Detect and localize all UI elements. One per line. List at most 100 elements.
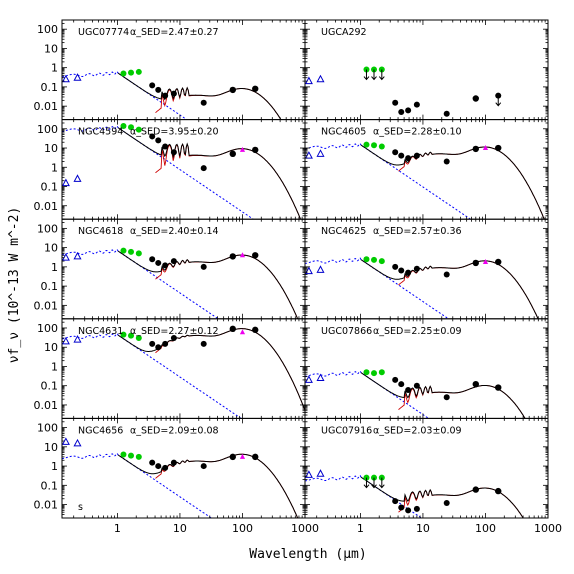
nir-point — [378, 143, 385, 150]
mir-point — [405, 386, 412, 393]
mir-point — [155, 463, 162, 470]
y-tick-label: 10 — [44, 341, 58, 354]
nir-point — [120, 451, 127, 458]
mir-point — [443, 271, 450, 278]
fir-point — [229, 453, 236, 461]
mir-point — [443, 394, 450, 401]
panel-ugca292: UGCA292 — [304, 19, 549, 121]
fir-point — [472, 95, 479, 102]
nir-point — [363, 256, 370, 263]
mir-point — [392, 376, 399, 383]
mir-point — [149, 133, 156, 140]
panel-galaxy-name: NGC4618 — [78, 226, 123, 237]
mir-point — [155, 259, 162, 266]
fir-point — [252, 85, 259, 92]
panel-alpha-sed: α_SED=2.28±0.10 — [373, 127, 462, 138]
y-tick-label: 10 — [44, 441, 58, 454]
mir-point — [155, 137, 162, 144]
nir-point — [120, 70, 127, 77]
nir-point — [128, 69, 135, 76]
galex-point — [73, 174, 82, 182]
fir-point — [229, 253, 236, 260]
stellar-model-curve — [305, 142, 472, 220]
panel-galaxy-name: NGC4625 — [321, 226, 366, 237]
stellar-model-curve — [62, 125, 255, 220]
mir-point — [162, 92, 169, 99]
panel-alpha-sed: α_SED=2.47±0.27 — [130, 27, 219, 38]
panel-ugc07916: UGC07916 α_SED=2.03±0.09 1 10 100 1000 — [304, 417, 562, 535]
mir-point — [149, 256, 156, 263]
panel-ugc07866: UGC07866 α_SED=2.25±0.09 — [304, 318, 549, 419]
nir-point — [120, 247, 127, 254]
mir-point — [398, 152, 405, 159]
fir-point — [495, 144, 502, 152]
nir-point — [135, 453, 142, 460]
nir-upper-limit-arrow — [371, 477, 377, 489]
fir-point — [229, 150, 236, 158]
panel-galaxy-name: UGCA292 — [321, 27, 367, 38]
panel-corner-label: s — [78, 502, 83, 513]
panel-alpha-sed: α_SED=2.27±0.12 — [130, 326, 219, 337]
pink-point — [239, 329, 246, 335]
y-tick-label: 0.01 — [34, 100, 59, 113]
stellar-model-curve — [62, 332, 242, 419]
galex-point — [73, 438, 82, 447]
y-tick-label: 0.01 — [34, 499, 59, 512]
x-axis-label: Wavelength (μm) — [249, 547, 366, 562]
nir-upper-limit-arrow — [371, 69, 377, 81]
fir-point — [472, 380, 479, 388]
nir-point — [135, 68, 142, 75]
panel-ngc4631: NGC4631 α_SED=2.27±0.12 100 10 1 0.1 0.01 — [34, 318, 306, 419]
fir-point — [229, 86, 236, 94]
panel-grid: UGC07774 α_SED=2.47±0.27 100 10 1 0.1 0.01 UGCA… — [34, 19, 562, 535]
fir-point — [495, 384, 502, 391]
y-tick-label: 0.1 — [41, 280, 59, 293]
mir-point — [443, 110, 450, 117]
panel-plot-area — [62, 325, 305, 419]
dust-model-curve — [155, 142, 301, 220]
nir-point — [363, 369, 370, 376]
x-tick-label: 100 — [475, 522, 496, 535]
mir-point — [398, 108, 405, 115]
mir-point — [413, 505, 420, 512]
x-tick-label: 1 — [114, 522, 121, 535]
fir-point — [472, 259, 479, 267]
mir-point — [405, 269, 412, 276]
mir-point — [149, 459, 156, 466]
galex-point — [316, 149, 325, 157]
y-tick-label: 10 — [44, 242, 58, 255]
mir-point — [413, 265, 420, 272]
mir-point — [155, 86, 162, 93]
nir-point — [135, 250, 142, 257]
mir-point — [392, 149, 399, 156]
mir-point — [405, 155, 412, 162]
y-tick-label: 0.1 — [41, 479, 59, 492]
galex-point — [62, 336, 70, 345]
galex-point — [305, 76, 313, 85]
galex-point — [62, 74, 70, 83]
fir-upper-limit-arrow — [495, 95, 502, 107]
mir-point — [149, 340, 156, 347]
panel-ngc4625: NGC4625 α_SED=2.57±0.36 — [304, 218, 549, 320]
galex-point — [73, 251, 82, 260]
stellar-model-curve — [305, 370, 430, 419]
mir-point — [443, 158, 450, 165]
mir-point — [200, 263, 207, 270]
stellar-model-curve — [62, 70, 188, 120]
galex-point — [305, 266, 313, 275]
panel-plot-area — [305, 256, 539, 319]
panel-alpha-sed: α_SED=2.25±0.09 — [373, 326, 462, 337]
panel-plot-area — [305, 66, 502, 117]
dust-model-curve — [155, 254, 299, 319]
nir-point — [128, 332, 135, 339]
total-model-curve — [117, 453, 299, 518]
mir-point — [413, 101, 420, 108]
panel-galaxy-name: UGC07916 — [321, 425, 372, 436]
y-tick-label: 100 — [37, 422, 58, 435]
galex-point — [62, 178, 70, 187]
fir-point — [495, 258, 502, 266]
fir-point — [252, 326, 259, 334]
galex-point — [73, 335, 82, 343]
nir-point — [135, 335, 142, 342]
